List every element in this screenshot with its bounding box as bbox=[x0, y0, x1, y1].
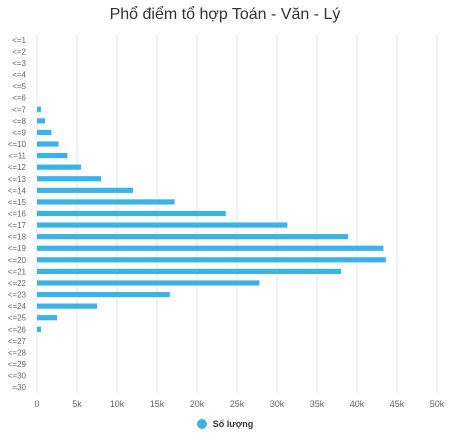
x-tick-label: 35k bbox=[310, 399, 325, 409]
y-tick-label: <=27 bbox=[8, 337, 27, 346]
y-tick-label: <=19 bbox=[8, 244, 27, 253]
y-tick-label: <=7 bbox=[12, 105, 26, 114]
bar[interactable] bbox=[37, 234, 349, 240]
bar[interactable] bbox=[37, 187, 133, 193]
y-tick-label: <=21 bbox=[8, 267, 27, 276]
y-tick-label: <=14 bbox=[8, 186, 27, 195]
bar[interactable] bbox=[37, 303, 97, 309]
legend-marker bbox=[196, 419, 207, 429]
x-tick-label: 15k bbox=[150, 399, 165, 409]
bar[interactable] bbox=[37, 326, 41, 332]
y-tick-label: <=16 bbox=[8, 210, 27, 219]
legend: Số lượng bbox=[0, 419, 450, 429]
bar[interactable] bbox=[37, 280, 260, 286]
y-tick-label: <=11 bbox=[8, 152, 26, 161]
y-tick-label: <=18 bbox=[8, 233, 27, 242]
y-tick-label: <=30 bbox=[8, 372, 27, 381]
bar[interactable] bbox=[37, 291, 170, 298]
legend-label: Số lượng bbox=[212, 419, 254, 429]
y-tick-label: <=2 bbox=[12, 47, 26, 56]
bar[interactable] bbox=[37, 245, 384, 251]
y-tick-label: <=8 bbox=[12, 117, 26, 126]
y-tick-label: <=1 bbox=[12, 36, 26, 45]
y-tick-label: <=28 bbox=[8, 348, 27, 357]
x-tick-label: 50k bbox=[430, 399, 445, 409]
y-tick-label: <=5 bbox=[12, 82, 26, 91]
bar[interactable] bbox=[37, 152, 68, 159]
y-tick-label: <=24 bbox=[8, 302, 27, 311]
bar[interactable] bbox=[37, 176, 101, 182]
y-tick-label: <=20 bbox=[8, 256, 27, 265]
x-tick-label: 40k bbox=[350, 399, 365, 409]
y-tick-label: =30 bbox=[12, 383, 26, 392]
bar[interactable] bbox=[37, 106, 41, 112]
x-tick-label: 45k bbox=[390, 399, 405, 409]
y-tick-label: <=22 bbox=[8, 279, 27, 288]
bar[interactable] bbox=[37, 164, 81, 170]
y-tick-label: <=4 bbox=[12, 71, 26, 80]
x-tick-label: 30k bbox=[270, 399, 285, 409]
y-tick-label: <=6 bbox=[12, 94, 26, 103]
bar[interactable] bbox=[37, 210, 226, 217]
y-tick-label: <=9 bbox=[12, 128, 26, 137]
y-tick-label: <=25 bbox=[8, 314, 27, 323]
legend-item-series[interactable]: Số lượng bbox=[196, 419, 254, 429]
bar[interactable] bbox=[37, 315, 57, 321]
y-tick-label: <=26 bbox=[8, 325, 27, 334]
x-tick-label: 10k bbox=[110, 399, 125, 409]
x-tick-label: 25k bbox=[230, 399, 245, 409]
bar[interactable] bbox=[37, 199, 175, 205]
bar[interactable] bbox=[37, 268, 341, 275]
bar[interactable] bbox=[37, 118, 45, 124]
y-tick-label: <=15 bbox=[8, 198, 27, 207]
y-tick-label: <=17 bbox=[8, 221, 27, 230]
bar[interactable] bbox=[37, 129, 52, 136]
bar[interactable] bbox=[37, 257, 386, 263]
bar[interactable] bbox=[37, 141, 59, 147]
chart-title: Phổ điểm tổ hợp Toán - Văn - Lý bbox=[109, 6, 341, 23]
y-tick-label: <=23 bbox=[8, 291, 27, 300]
y-tick-label: <=29 bbox=[8, 360, 27, 369]
bar[interactable] bbox=[37, 222, 288, 228]
y-tick-label: <=13 bbox=[8, 175, 27, 184]
y-tick-label: <=12 bbox=[8, 163, 27, 172]
x-tick-label: 5k bbox=[72, 399, 82, 409]
y-tick-label: <=10 bbox=[8, 140, 27, 149]
y-tick-label: <=3 bbox=[12, 59, 26, 68]
x-tick-label: 20k bbox=[190, 399, 205, 409]
x-tick-label: 0 bbox=[34, 399, 39, 409]
